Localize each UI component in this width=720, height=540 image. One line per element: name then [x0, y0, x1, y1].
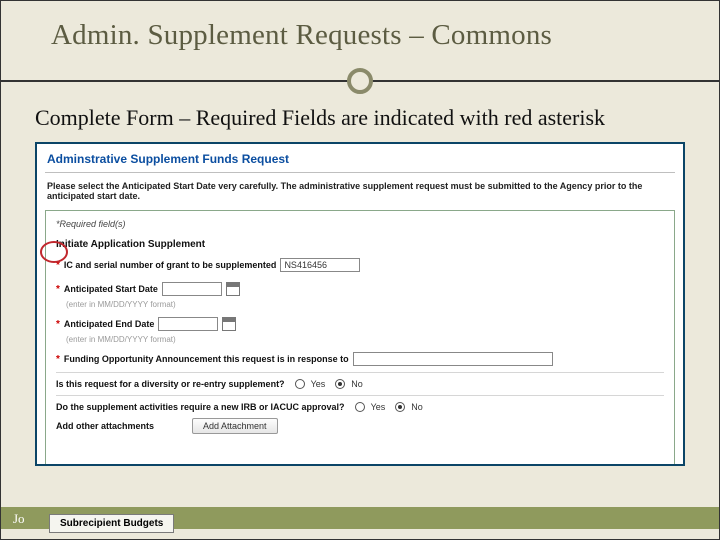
attach-row: Add other attachments Add Attachment	[56, 418, 664, 434]
add-attachment-button[interactable]: Add Attachment	[192, 418, 278, 434]
start-hint: (enter in MM/DD/YYYY format)	[66, 300, 664, 309]
yes-label: Yes	[371, 402, 386, 412]
slide: Admin. Supplement Requests – Commons Com…	[0, 0, 720, 540]
diversity-label: Is this request for a diversity or re-en…	[56, 379, 285, 389]
diversity-yes-radio[interactable]	[295, 379, 305, 389]
irb-row: Do the supplement activities require a n…	[56, 402, 664, 412]
no-label: No	[351, 379, 363, 389]
grant-input[interactable]: NS416456	[280, 258, 360, 272]
irb-no-radio[interactable]	[395, 402, 405, 412]
foa-label: Funding Opportunity Announcement this re…	[64, 354, 349, 364]
asterisk-icon: *	[56, 284, 60, 295]
grant-label: IC and serial number of grant to be supp…	[64, 260, 277, 270]
diversity-no-radio[interactable]	[335, 379, 345, 389]
end-label: Anticipated End Date	[64, 319, 155, 329]
form-header: Adminstrative Supplement Funds Request	[37, 144, 683, 172]
irb-label: Do the supplement activities require a n…	[56, 402, 345, 412]
end-hint: (enter in MM/DD/YYYY format)	[66, 335, 664, 344]
yes-label: Yes	[311, 379, 326, 389]
divider	[56, 372, 664, 373]
start-label: Anticipated Start Date	[64, 284, 158, 294]
foa-input[interactable]	[353, 352, 553, 366]
required-note: *Required field(s)	[56, 219, 664, 229]
calendar-icon[interactable]	[222, 317, 236, 331]
form-panel: *Required field(s) Initiate Application …	[45, 210, 675, 465]
slide-title: Admin. Supplement Requests – Commons	[51, 19, 689, 52]
form-note: Please select the Anticipated Start Date…	[37, 179, 683, 211]
divider	[45, 172, 675, 173]
subrecipient-tab[interactable]: Subrecipient Budgets	[49, 514, 174, 533]
start-date-input[interactable]	[162, 282, 222, 296]
rule-circle-icon	[347, 68, 373, 94]
asterisk-icon: *	[56, 354, 60, 365]
foa-row: * Funding Opportunity Announcement this …	[56, 352, 664, 366]
attach-label: Add other attachments	[56, 421, 154, 431]
end-date-input[interactable]	[158, 317, 218, 331]
irb-yes-radio[interactable]	[355, 402, 365, 412]
section-heading: Initiate Application Supplement	[56, 239, 664, 250]
grant-row: * IC and serial number of grant to be su…	[56, 258, 664, 272]
start-row: * Anticipated Start Date	[56, 282, 664, 296]
no-label: No	[411, 402, 423, 412]
title-area: Admin. Supplement Requests – Commons	[1, 1, 719, 52]
footer-text: Jo	[13, 511, 25, 527]
divider	[56, 395, 664, 396]
calendar-icon[interactable]	[226, 282, 240, 296]
asterisk-icon: *	[56, 319, 60, 330]
annotation-circle-icon	[40, 241, 68, 263]
form-screenshot: Adminstrative Supplement Funds Request P…	[35, 142, 685, 466]
diversity-row: Is this request for a diversity or re-en…	[56, 379, 664, 389]
title-rule	[1, 66, 719, 96]
slide-subtitle: Complete Form – Required Fields are indi…	[1, 96, 719, 142]
end-row: * Anticipated End Date	[56, 317, 664, 331]
